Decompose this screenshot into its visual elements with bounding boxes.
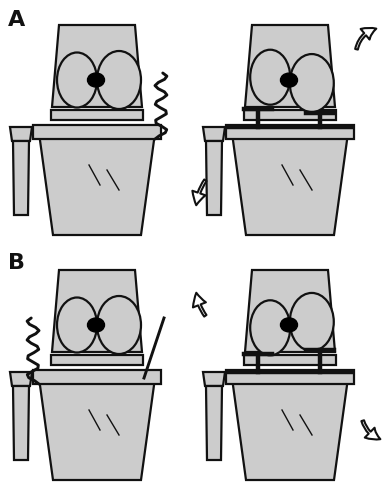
Ellipse shape — [97, 51, 141, 109]
Polygon shape — [203, 127, 225, 141]
Polygon shape — [13, 141, 29, 215]
Text: A: A — [8, 10, 25, 30]
Polygon shape — [10, 127, 32, 141]
Ellipse shape — [280, 318, 298, 332]
Polygon shape — [203, 372, 225, 386]
Polygon shape — [33, 370, 161, 384]
FancyArrowPatch shape — [362, 420, 380, 440]
Polygon shape — [244, 355, 336, 365]
Ellipse shape — [290, 293, 334, 351]
Ellipse shape — [250, 50, 290, 104]
Polygon shape — [232, 378, 348, 480]
Polygon shape — [10, 372, 32, 386]
Polygon shape — [39, 133, 155, 235]
Text: B: B — [8, 253, 25, 273]
Polygon shape — [226, 125, 354, 139]
Polygon shape — [33, 125, 161, 139]
Polygon shape — [52, 270, 142, 352]
Ellipse shape — [250, 300, 290, 356]
Polygon shape — [232, 133, 348, 235]
Polygon shape — [245, 270, 335, 352]
Ellipse shape — [57, 52, 97, 108]
Ellipse shape — [290, 54, 334, 112]
Polygon shape — [206, 386, 222, 460]
Polygon shape — [51, 110, 143, 120]
FancyArrowPatch shape — [192, 180, 207, 205]
Polygon shape — [13, 386, 29, 460]
Polygon shape — [226, 370, 354, 384]
Ellipse shape — [57, 298, 97, 352]
Ellipse shape — [97, 296, 141, 354]
Polygon shape — [39, 378, 155, 480]
Polygon shape — [52, 25, 142, 107]
Ellipse shape — [280, 73, 298, 87]
Polygon shape — [51, 355, 143, 365]
Ellipse shape — [87, 73, 105, 87]
FancyArrowPatch shape — [355, 28, 376, 50]
Ellipse shape — [87, 318, 105, 332]
FancyArrowPatch shape — [193, 293, 206, 316]
Polygon shape — [206, 141, 222, 215]
Polygon shape — [245, 25, 335, 107]
Polygon shape — [244, 110, 336, 120]
